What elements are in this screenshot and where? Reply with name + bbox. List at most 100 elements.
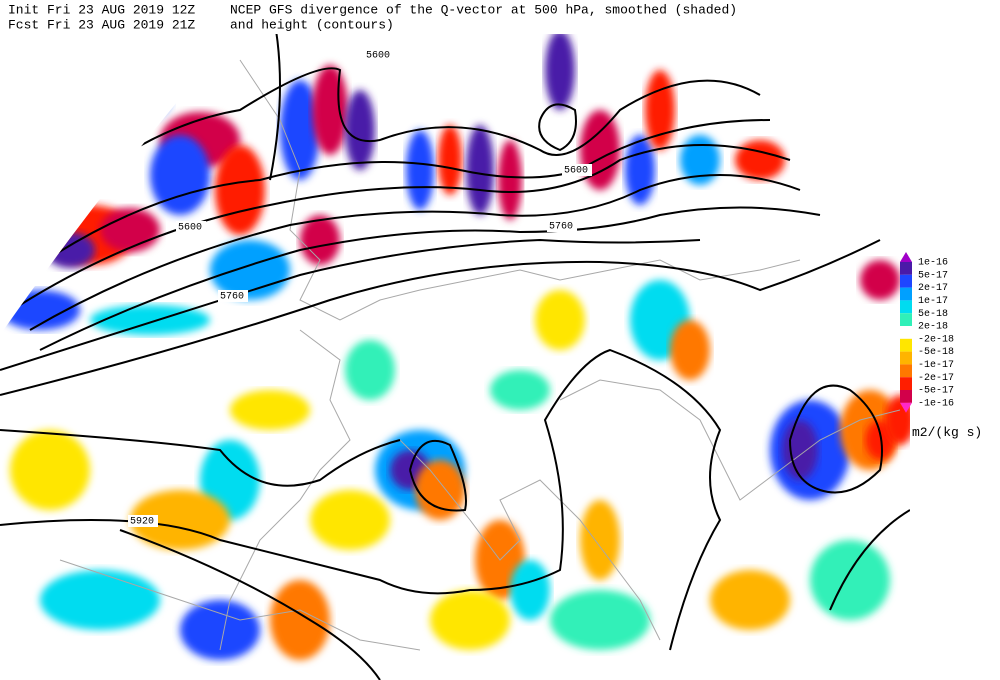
shaded-cell — [45, 232, 95, 268]
coastline — [559, 379, 901, 501]
contour-label: 5600 — [564, 166, 588, 177]
colorbar-label: 2e-17 — [918, 283, 948, 294]
shaded-cell — [466, 125, 494, 215]
shaded-cell — [40, 570, 160, 630]
label-box — [547, 220, 577, 232]
shaded-cell — [498, 140, 522, 220]
colorbar-arrow — [900, 252, 912, 262]
shaded-cell — [782, 420, 818, 480]
shaded-cell — [406, 130, 434, 210]
init-time: Init Fri 23 AUG 2019 12Z — [8, 2, 195, 17]
contour-label: 5760 — [220, 292, 244, 303]
shaded-cell — [645, 70, 675, 150]
coastline — [239, 59, 801, 321]
shaded-cell — [310, 490, 390, 550]
colorbar-swatch — [900, 300, 912, 314]
colorbar-label: -5e-18 — [918, 347, 954, 358]
coastlines — [59, 59, 901, 651]
shaded-cell — [150, 135, 210, 215]
contour — [0, 239, 881, 396]
colorbar-label: 5e-18 — [918, 309, 948, 320]
colorbar-label: -2e-17 — [918, 373, 954, 384]
contour-labels: 5600 5600 5600 5760 5760 5920 — [128, 49, 592, 528]
shaded-cell — [10, 430, 90, 510]
coastline — [399, 439, 661, 641]
shaded-cell — [230, 390, 310, 430]
coastline — [59, 559, 421, 651]
colorbar-arrow — [900, 402, 912, 413]
label-box — [128, 515, 158, 527]
shaded-cell — [180, 600, 260, 660]
colorbar-swatch — [900, 326, 912, 339]
shaded-cell — [710, 570, 790, 630]
shaded-cell — [110, 80, 170, 120]
contour — [789, 384, 883, 494]
colorbar-label: -1e-16 — [918, 398, 954, 409]
colorbar-units: m2/(kg s) — [912, 425, 982, 440]
shaded-cell — [680, 135, 720, 185]
contour — [19, 144, 791, 306]
colorbar-swatch — [900, 364, 912, 378]
colorbar-label: 1e-16 — [918, 258, 948, 269]
shaded-cell — [430, 590, 510, 650]
contour — [0, 348, 722, 651]
shaded-cell — [735, 140, 785, 180]
colorbar-label: 1e-17 — [918, 296, 948, 307]
colorbar-swatch — [900, 274, 912, 288]
colorbar-swatch — [900, 377, 912, 390]
colorbar-label: -5e-17 — [918, 386, 954, 397]
title: NCEP GFS divergence of the Q-vector at 5… — [230, 2, 737, 17]
contour — [0, 238, 701, 371]
shaded-cell — [535, 290, 585, 350]
contour — [829, 509, 910, 611]
contour-label: 5600 — [366, 51, 390, 62]
colorbar-swatch — [900, 351, 912, 365]
colorbar-swatch — [900, 287, 912, 301]
shaded-cell — [345, 90, 375, 170]
shaded-cell — [415, 460, 465, 520]
colorbar-label: 2e-18 — [918, 322, 948, 333]
contour-label: 5760 — [549, 222, 573, 233]
shaded-cell — [345, 340, 395, 400]
shaded-cell — [580, 500, 620, 580]
label-box — [176, 221, 206, 233]
shaded-field — [0, 30, 910, 660]
colorbar-label: -2e-18 — [918, 334, 954, 345]
contour — [39, 206, 821, 351]
shaded-cell — [550, 590, 650, 650]
contour — [0, 67, 761, 261]
shaded-cell — [215, 145, 265, 235]
contour-label: 5600 — [178, 223, 202, 234]
contour — [538, 103, 577, 152]
contour-label: 5920 — [130, 517, 154, 528]
colorbar-label: -1e-17 — [918, 360, 954, 371]
shaded-cell — [860, 260, 900, 300]
shaded-cell — [270, 580, 330, 660]
subtitle: and height (contours) — [230, 17, 394, 32]
forecast-time: Fcst Fri 23 AUG 2019 21Z — [8, 17, 195, 32]
contour — [9, 119, 771, 286]
label-box — [562, 164, 592, 176]
colorbar-swatch — [900, 313, 912, 326]
shaded-cell — [300, 215, 340, 265]
colorbar-label: 5e-17 — [918, 270, 948, 281]
header-bg — [0, 0, 1000, 34]
contour — [0, 429, 401, 487]
shaded-cell — [312, 65, 348, 155]
shaded-cell — [438, 125, 462, 195]
shaded-cell — [670, 320, 710, 380]
colorbar-swatch — [900, 262, 912, 275]
shaded-cell — [810, 540, 890, 620]
contour — [409, 440, 467, 512]
shaded-cell — [510, 560, 550, 620]
colorbar-swatch — [900, 338, 912, 352]
label-box — [218, 290, 248, 302]
colorbar-swatch — [900, 390, 912, 403]
contour — [29, 174, 801, 331]
shaded-cell — [490, 370, 550, 410]
label-box — [364, 49, 394, 61]
shaded-cell — [280, 80, 320, 180]
shaded-cell — [545, 30, 575, 110]
